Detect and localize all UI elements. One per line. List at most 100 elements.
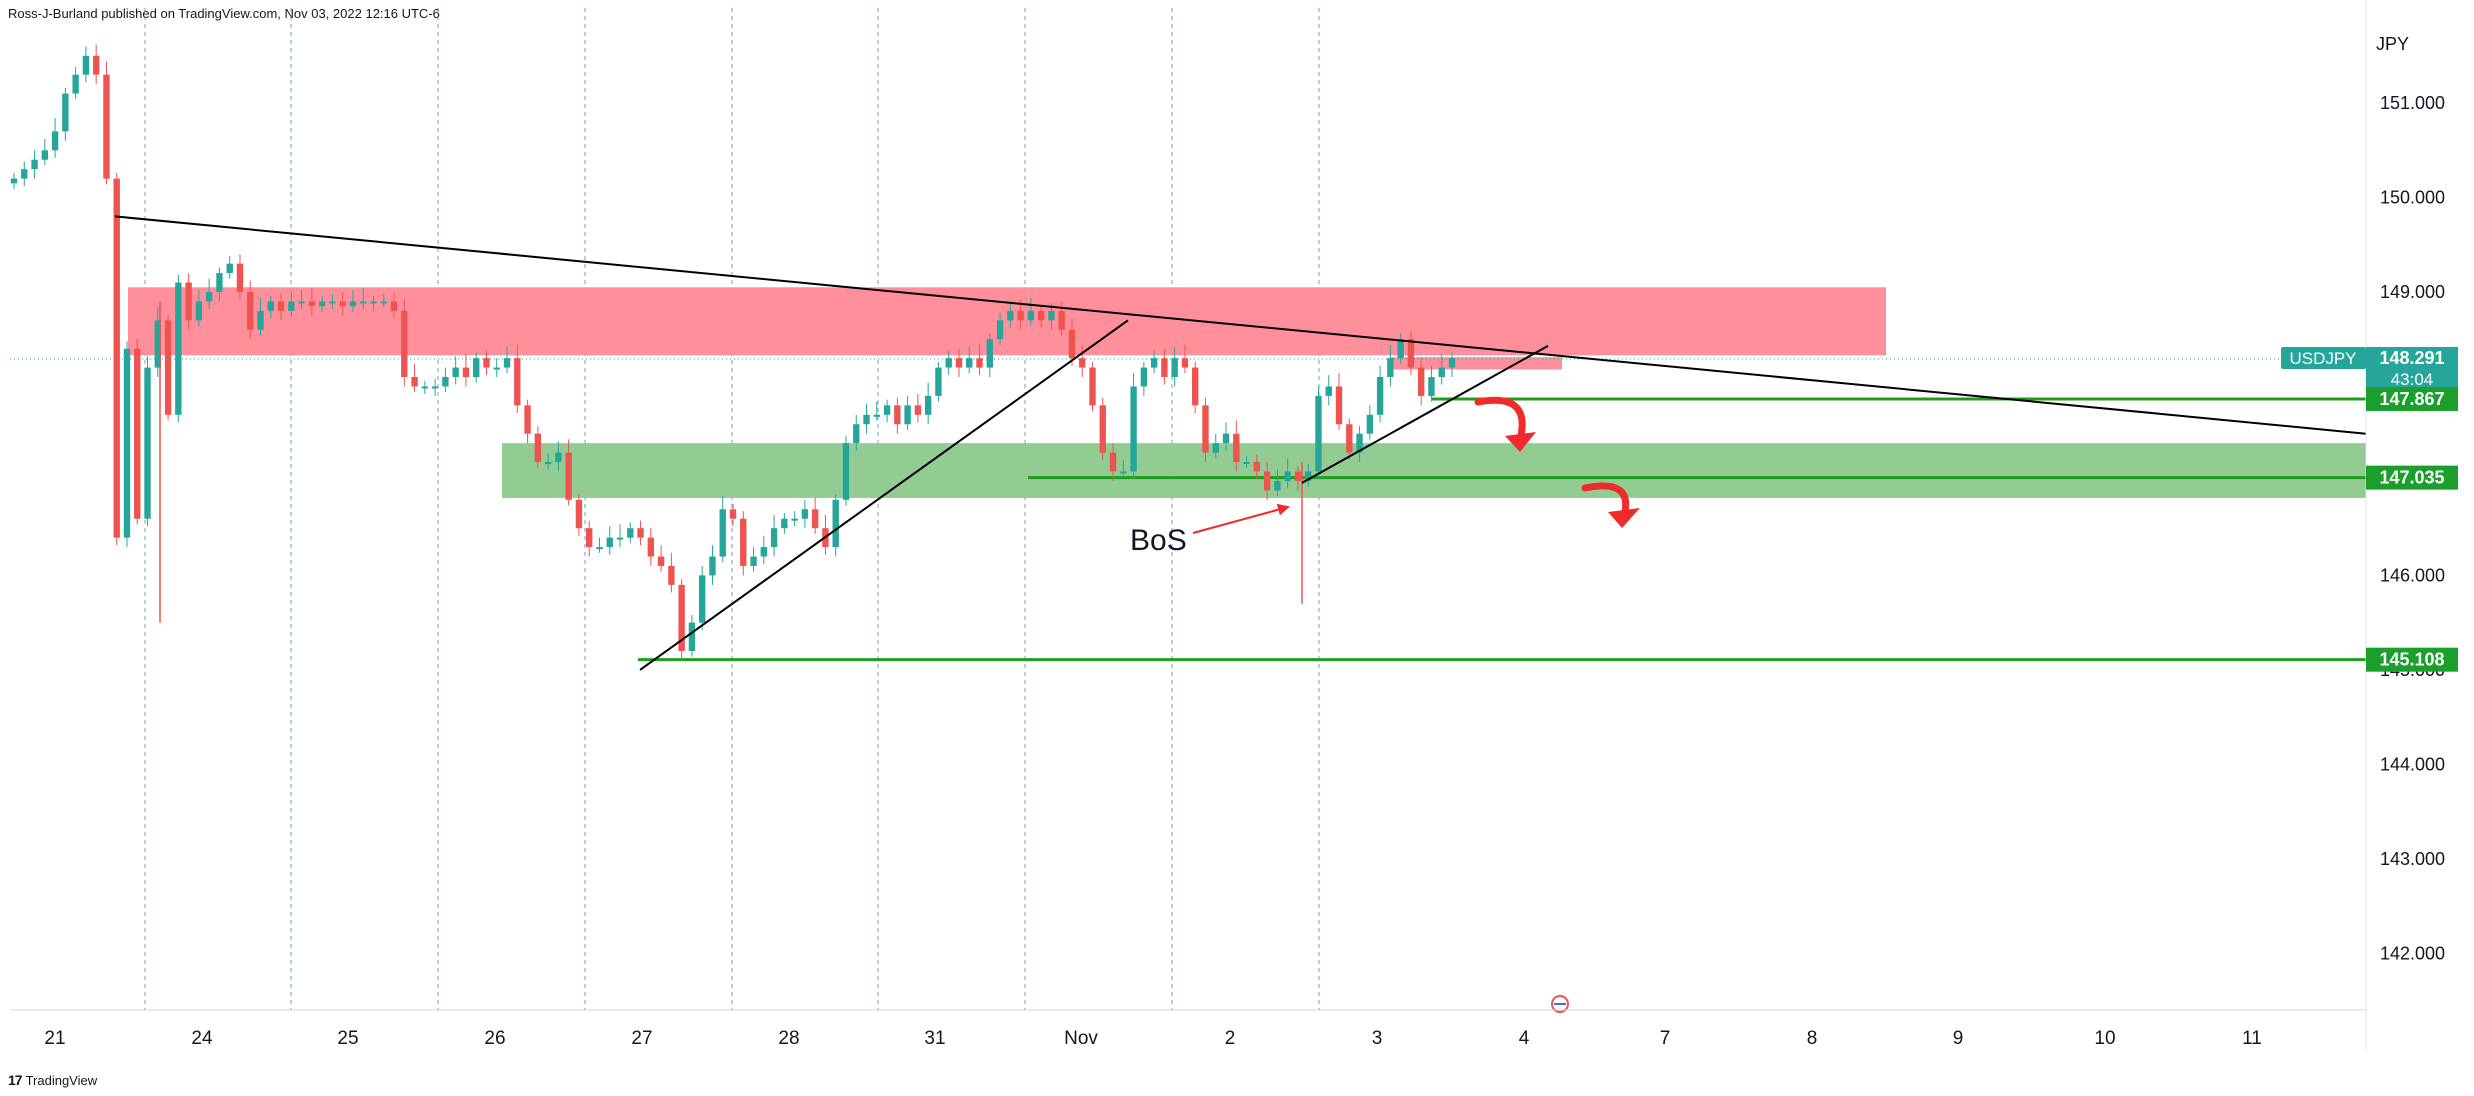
bearish-arrowhead-1 [1505,432,1536,452]
candle-body-5 [62,93,69,132]
candle-body-140 [1448,358,1456,368]
candle-body-39 [411,377,418,387]
candle-body-133 [1376,377,1384,415]
candle-body-46 [483,358,490,368]
bearish-curve-arrow-2 [1581,482,1630,520]
trendlines [114,215,2367,671]
candle-body-108 [1120,471,1127,474]
candle-body-52 [544,462,552,465]
candle-body-75 [781,518,788,529]
candle-body-62 [647,537,655,557]
supply-zone [128,287,1886,356]
bos-label: BoS [1130,524,1187,557]
candle-body-125 [1294,471,1302,481]
last-price-tag [2366,346,2458,391]
x-tick-8: 2 [1225,1028,1236,1049]
candle-body-91 [945,358,952,368]
x-tick-5: 28 [778,1028,799,1049]
candle-body-16 [175,282,182,415]
candle-body-61 [637,528,644,538]
candle-body-130 [1346,424,1353,453]
candle-body-129 [1335,386,1343,425]
ascending-trendline-2 [1301,344,1549,484]
level-tag-label-2: 145.108 [2379,650,2444,670]
candle-body-50 [524,405,531,434]
candle-body-117 [1212,443,1219,453]
candle-body-23 [247,291,254,330]
y-tick-9: 142.000 [2380,943,2445,963]
candle-body-7 [82,55,90,75]
candle-body-77 [801,509,809,519]
candle-body-112 [1161,358,1168,378]
candle-body-30 [318,301,326,307]
candle-body-33 [349,301,357,307]
candle-body-124 [1284,471,1291,481]
candle-body-31 [329,301,336,304]
level-tag-1 [2366,465,2458,490]
x-tick-4: 27 [631,1028,652,1049]
candle-body-103 [1068,329,1076,359]
level-tag-0 [2366,387,2458,412]
candle-body-25 [267,301,274,311]
candle-body-10 [113,178,120,538]
candle-body-116 [1202,405,1209,453]
candle-body-40 [421,386,429,389]
candle-body-36 [380,301,387,304]
y-tick-5: 146.000 [2380,565,2445,585]
candle-body-41 [431,386,439,389]
candle-body-83 [863,414,870,425]
level-tag-2 [2366,647,2458,672]
candle-body-137 [1418,367,1425,396]
candle-body-86 [894,405,901,425]
candle-body-134 [1387,358,1394,378]
candle-body-59 [616,537,624,540]
zones-layer [128,287,2366,498]
candle-body-69 [719,509,726,557]
time-axis: 21 24 25 26 27 28 31 Nov 2 3 4 7 8 9 10 11 [10,1009,2366,1049]
candle-body-98 [1017,310,1024,321]
bearish-curve-arrow-1 [1474,396,1526,444]
y-tick-7: 144.000 [2380,754,2445,774]
candle-body-104 [1079,358,1086,368]
candle-body-84 [873,414,880,417]
candle-body-20 [216,273,223,292]
candle-body-132 [1366,414,1374,434]
x-tick-9: 3 [1372,1028,1383,1049]
candle-body-106 [1099,405,1106,453]
candle-body-138 [1428,377,1435,396]
y-tick-8: 143.000 [2380,849,2445,869]
candle-body-11 [123,348,131,538]
candle-body-139 [1438,367,1445,378]
last-price-value: 148.291 [2379,348,2444,368]
x-tick-12: 8 [1807,1028,1818,1049]
candles-layer [10,44,1456,661]
candle-body-29 [308,301,316,307]
candle-body-57 [596,547,603,550]
countdown-value: 43:04 [2391,370,2434,389]
candle-body-110 [1140,367,1148,387]
candle-body-18 [195,301,203,321]
candle-body-100 [1037,310,1045,321]
candle-body-6 [72,74,79,94]
candle-body-123 [1274,480,1281,491]
candle-body-127 [1315,395,1322,472]
candle-body-66 [688,622,696,651]
tradingview-logo-icon: 17 [8,1072,23,1088]
candle-body-135 [1397,339,1404,359]
x-tick-1: 24 [191,1028,213,1049]
candle-body-0 [10,178,18,184]
y-tick-0: 151.000 [2380,93,2445,113]
candle-body-113 [1171,358,1178,378]
candle-body-94 [976,358,983,368]
candle-body-107 [1109,452,1117,472]
candle-body-95 [986,339,993,368]
candle-body-105 [1089,367,1096,406]
bos-arrow [1192,503,1290,534]
candle-body-26 [277,301,285,311]
candle-body-121 [1253,462,1261,472]
candle-body-78 [811,509,819,529]
level-tag-label-0: 147.867 [2379,389,2444,409]
candle-body-73 [760,547,767,557]
candle-body-90 [935,367,942,396]
